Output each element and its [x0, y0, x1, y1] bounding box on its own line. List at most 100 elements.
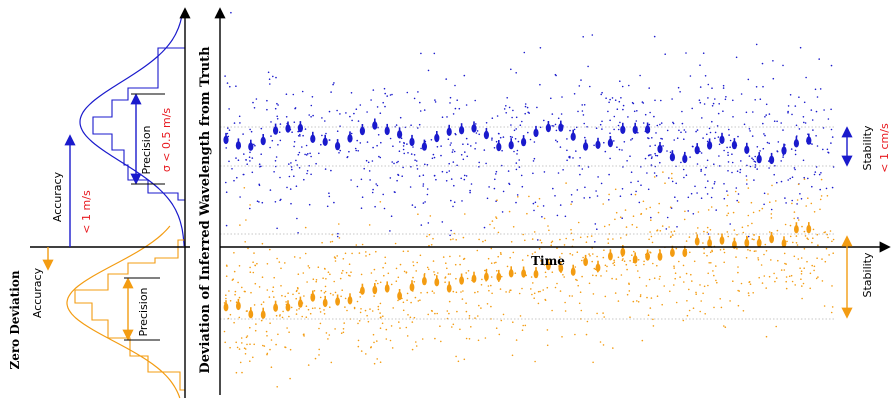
blue-point	[376, 184, 379, 187]
orange-point	[758, 276, 760, 279]
blue-point	[740, 160, 742, 162]
blue-point	[619, 121, 621, 124]
blue-point	[595, 190, 597, 192]
orange-point	[682, 264, 685, 267]
blue-point	[603, 141, 605, 144]
orange-point	[512, 251, 515, 254]
blue-bin-marker	[558, 123, 564, 132]
orange-point	[405, 271, 408, 274]
orange-point	[375, 279, 377, 282]
blue-point	[286, 186, 288, 189]
orange-point	[467, 270, 470, 272]
blue-point	[617, 128, 620, 131]
orange-point	[364, 309, 367, 312]
blue-bin-marker	[384, 126, 390, 136]
orange-point	[365, 251, 367, 253]
blue-point	[285, 93, 288, 95]
blue-point	[554, 195, 556, 197]
orange-point	[807, 197, 809, 199]
orange-point	[784, 223, 787, 226]
blue-point	[524, 112, 526, 115]
orange-point	[719, 249, 722, 251]
orange-point	[286, 327, 288, 329]
orange-precision-label: Precision	[137, 287, 150, 336]
blue-point	[826, 148, 829, 151]
orange-point	[648, 238, 650, 241]
blue-point	[656, 154, 659, 157]
orange-point	[225, 297, 227, 300]
blue-point	[447, 138, 450, 140]
blue-stability-label: Stability	[861, 125, 874, 171]
orange-point	[460, 291, 462, 293]
orange-point	[702, 292, 704, 295]
orange-point	[334, 291, 337, 294]
orange-point	[825, 247, 828, 250]
blue-point	[451, 151, 454, 153]
orange-point	[413, 281, 416, 283]
orange-point	[432, 237, 434, 240]
blue-point	[702, 52, 705, 54]
blue-point	[290, 202, 292, 205]
orange-point	[430, 244, 433, 246]
blue-point	[687, 210, 689, 212]
blue-point	[685, 52, 687, 54]
blue-point	[672, 121, 674, 124]
blue-point	[355, 108, 358, 110]
blue-point	[736, 170, 739, 172]
orange-point	[531, 238, 534, 240]
orange-point	[775, 325, 777, 328]
blue-point	[665, 228, 668, 230]
orange-point	[390, 283, 393, 286]
orange-point	[813, 265, 816, 268]
blue-bin-marker	[806, 136, 812, 145]
orange-point	[768, 275, 771, 278]
blue-point	[732, 116, 734, 118]
orange-point	[797, 219, 800, 221]
blue-point	[401, 175, 404, 177]
orange-bin-marker	[360, 286, 365, 295]
blue-point	[355, 149, 358, 152]
orange-point	[477, 291, 479, 293]
orange-point	[468, 338, 471, 340]
orange-point	[426, 266, 429, 269]
blue-bin-marker	[235, 141, 241, 150]
orange-point	[521, 259, 524, 261]
blue-point	[593, 144, 595, 147]
blue-point	[608, 199, 610, 201]
blue-point	[784, 197, 786, 199]
orange-point	[661, 303, 663, 306]
orange-point	[703, 230, 705, 233]
orange-point	[684, 210, 686, 213]
blue-point	[467, 143, 469, 145]
blue-point	[654, 99, 656, 102]
orange-point	[540, 241, 543, 244]
orange-point	[742, 310, 745, 312]
blue-point	[252, 101, 254, 104]
blue-point	[768, 142, 770, 145]
orange-bin-marker	[223, 303, 229, 312]
blue-point	[827, 151, 829, 154]
orange-point	[495, 216, 497, 218]
blue-point	[789, 94, 792, 96]
orange-point	[819, 198, 822, 201]
orange-point	[365, 255, 367, 257]
blue-point	[495, 140, 498, 143]
blue-point	[726, 146, 728, 149]
blue-point	[397, 173, 399, 176]
orange-point	[262, 344, 264, 347]
orange-point	[569, 252, 571, 255]
blue-point	[648, 123, 651, 126]
blue-point	[676, 226, 678, 228]
orange-point	[508, 291, 511, 293]
blue-point	[375, 183, 378, 185]
orange-point	[489, 223, 491, 226]
blue-point	[271, 139, 274, 142]
orange-point	[659, 275, 661, 278]
orange-point	[796, 244, 799, 246]
blue-point	[515, 116, 518, 119]
orange-point	[428, 244, 430, 247]
orange-point	[537, 290, 540, 293]
blue-point	[292, 93, 295, 96]
orange-point	[336, 255, 339, 257]
orange-point	[533, 297, 535, 300]
